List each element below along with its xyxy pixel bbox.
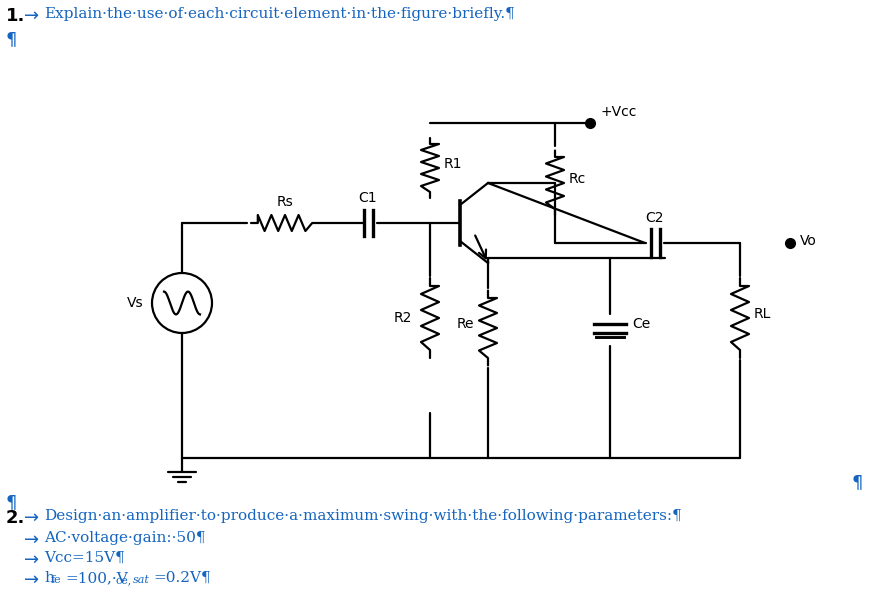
Text: Design·an·amplifier·to·produce·a·maximum·swing·with·the·following·parameters:¶: Design·an·amplifier·to·produce·a·maximum… [44, 509, 681, 523]
Text: Rc: Rc [569, 172, 586, 186]
Text: 2.: 2. [6, 509, 25, 527]
Text: fe: fe [51, 575, 62, 585]
Text: =100,·V: =100,·V [65, 571, 128, 585]
Text: Vo: Vo [800, 234, 817, 248]
Text: +Vcc: +Vcc [600, 105, 636, 119]
Text: ¶: ¶ [6, 493, 18, 511]
Text: Explain·the·use·of·each·circuit·element·in·the·figure·briefly.¶: Explain·the·use·of·each·circuit·element·… [44, 7, 515, 21]
Text: ce,: ce, [116, 575, 132, 585]
Text: →: → [24, 509, 39, 527]
Text: RL: RL [754, 307, 772, 321]
Text: Ce: Ce [632, 317, 650, 331]
Text: Rs: Rs [277, 195, 293, 209]
Text: =0.2V¶: =0.2V¶ [153, 571, 211, 585]
Text: 1.: 1. [6, 7, 25, 25]
Text: Vs: Vs [128, 296, 144, 310]
Text: C2: C2 [646, 211, 665, 225]
Text: →: → [24, 551, 39, 569]
Text: R2: R2 [393, 311, 412, 325]
Text: R1: R1 [444, 157, 462, 171]
Text: AC·voltage·gain:·50¶: AC·voltage·gain:·50¶ [44, 531, 205, 545]
Text: →: → [24, 531, 39, 549]
Text: h: h [44, 571, 54, 585]
Text: Re: Re [457, 317, 474, 331]
Text: C1: C1 [359, 191, 377, 205]
Text: →: → [24, 7, 39, 25]
Text: Vcc=15V¶: Vcc=15V¶ [44, 551, 125, 565]
Text: →: → [24, 571, 39, 589]
Text: ¶: ¶ [6, 30, 18, 48]
Text: sat: sat [133, 575, 150, 585]
Text: ¶: ¶ [852, 473, 863, 491]
